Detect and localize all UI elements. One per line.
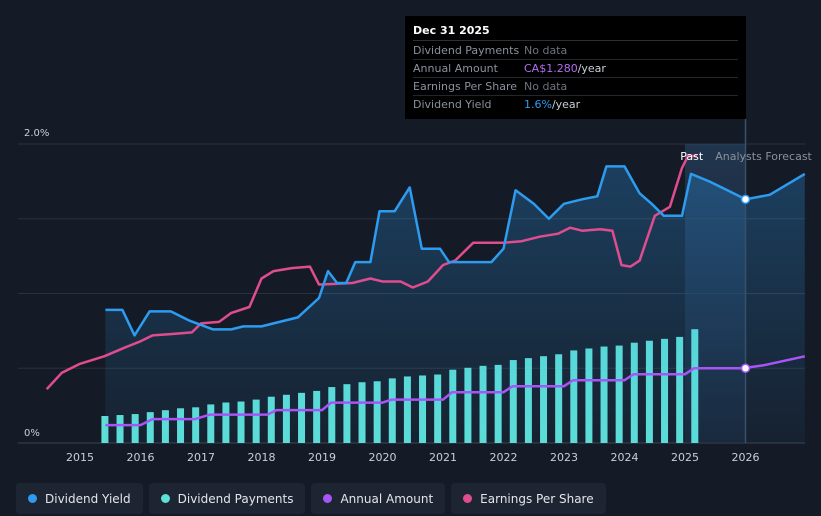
tooltip-label: Annual Amount [413, 62, 498, 75]
tooltip-label: Dividend Payments [413, 44, 520, 57]
legend-label: Earnings Per Share [480, 491, 594, 506]
dividend-chart: 2.0% 0% Past Analysts Forecast 2015 2016 2… [18, 119, 813, 464]
tooltip-label: Earnings Per Share [413, 80, 518, 93]
legend-dividend-payments[interactable]: Dividend Payments [148, 483, 306, 514]
x-tick-label: 2020 [369, 451, 397, 464]
legend-label: Dividend Payments [177, 491, 294, 506]
y-axis-bottom-label: 0% [24, 428, 40, 439]
x-tick-label: 2021 [429, 451, 457, 464]
dividend-payment-bar [101, 415, 109, 443]
earnings-per-share-line [45, 154, 698, 391]
y-axis-top-label: 2.0% [24, 128, 49, 139]
legend: Dividend Yield Dividend Payments Annual … [16, 483, 606, 514]
tooltip-value: No data [524, 80, 568, 93]
past-label: Past [680, 150, 704, 163]
tooltip-row-annual-amount: Annual Amount CA$1.280/year [413, 60, 738, 78]
analysts-forecast-label: Analysts Forecast [715, 150, 812, 163]
legend-dividend-yield[interactable]: Dividend Yield [16, 483, 143, 514]
x-tick-label: 2018 [248, 451, 276, 464]
dividend-yield-line [105, 165, 806, 337]
x-tick-label: 2016 [127, 451, 155, 464]
tooltip-value: No data [524, 44, 568, 57]
legend-label: Annual Amount [340, 491, 434, 506]
highlight-point-annual-amount [740, 363, 751, 373]
x-tick-label: 2017 [187, 451, 215, 464]
tooltip-label: Dividend Yield [413, 98, 492, 111]
legend-dot-icon [463, 494, 473, 503]
x-tick-label: 2015 [66, 451, 94, 464]
tooltip-value: CA$1.280/year [524, 62, 606, 75]
legend-dot-icon [28, 494, 37, 503]
legend-earnings-per-share[interactable]: Earnings Per Share [451, 483, 606, 514]
x-tick-label: 2024 [611, 451, 639, 464]
legend-dot-icon [160, 494, 170, 503]
dividend-yield-area [105, 166, 805, 443]
tooltip-row-earnings-per-share: Earnings Per Share No data [413, 78, 738, 96]
legend-label: Dividend Yield [45, 491, 131, 506]
x-tick-label: 2025 [671, 451, 699, 464]
highlight-point-dividend-yield [740, 194, 751, 205]
tooltip-row-dividend-yield: Dividend Yield 1.6%/year [413, 96, 738, 113]
tooltip: Dec 31 2025 Dividend Payments No data An… [405, 16, 746, 119]
legend-annual-amount[interactable]: Annual Amount [311, 483, 446, 514]
x-tick-label: 2022 [490, 451, 518, 464]
tooltip-date: Dec 31 2025 [413, 23, 738, 41]
x-tick-label: 2023 [550, 451, 578, 464]
x-axis-ticks: 2015 2016 2017 2018 2019 2020 2021 2022 2023 2024… [66, 451, 760, 464]
legend-dot-icon [323, 494, 333, 503]
tooltip-row-dividend-payments: Dividend Payments No data [413, 42, 738, 60]
x-tick-label: 2019 [308, 451, 336, 464]
annual-amount-line [105, 355, 806, 427]
tooltip-value: 1.6%/year [524, 98, 581, 111]
x-tick-label: 2026 [732, 451, 760, 464]
